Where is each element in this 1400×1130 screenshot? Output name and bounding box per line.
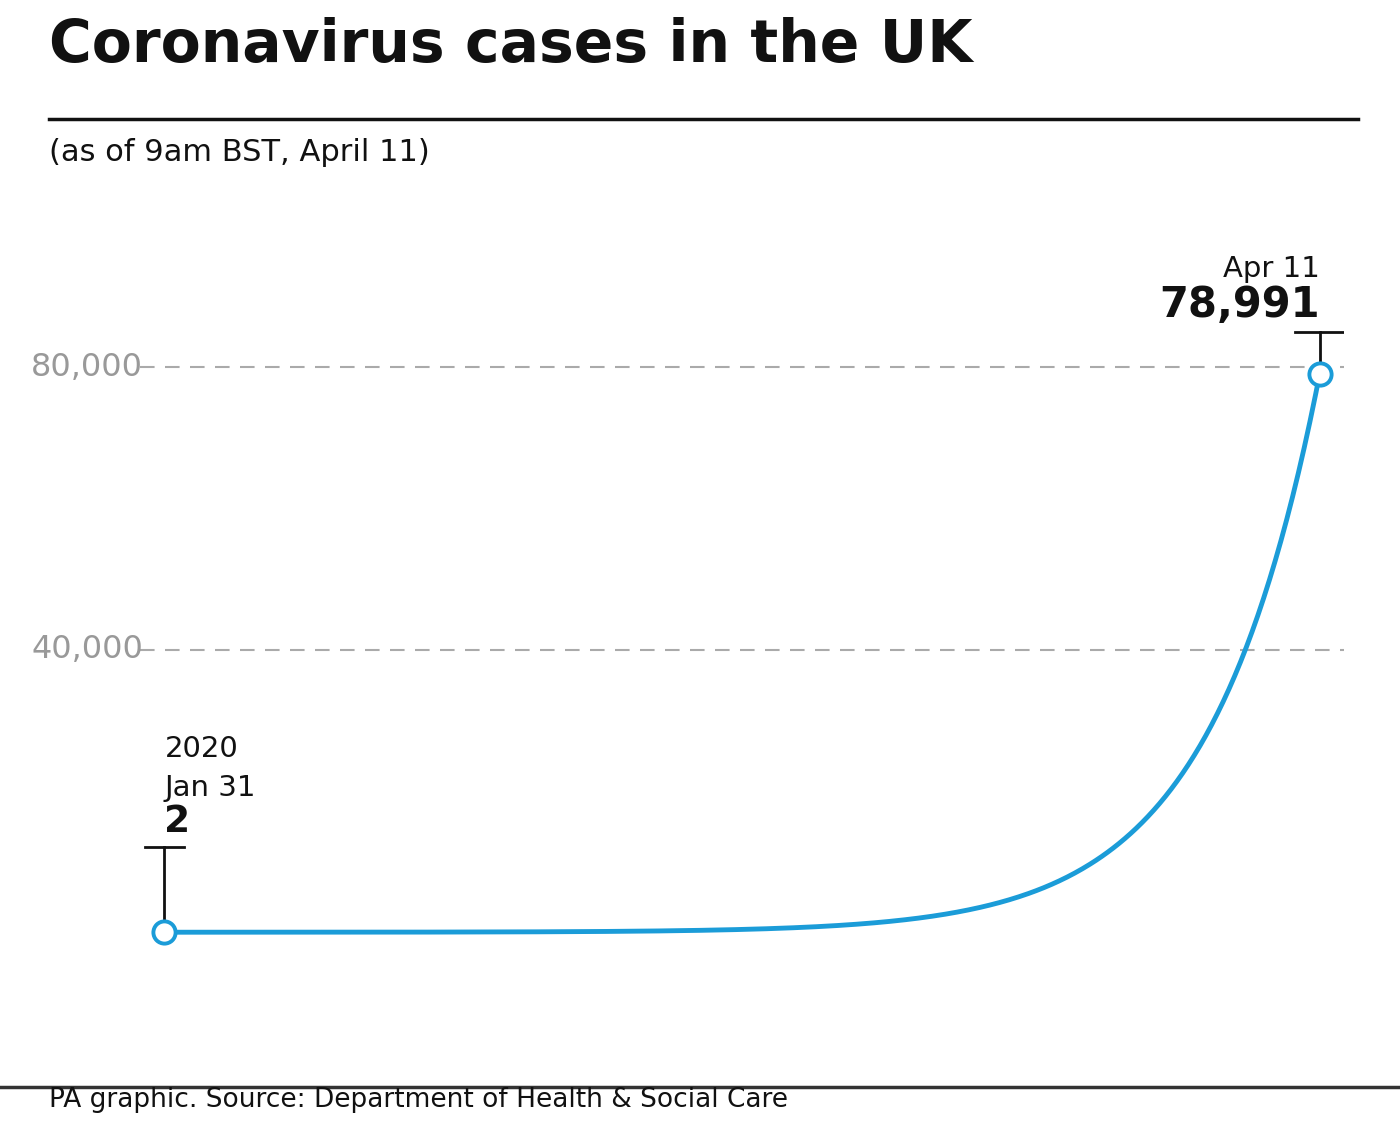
Text: 40,000: 40,000 [31, 634, 143, 666]
Text: Jan 31: Jan 31 [164, 774, 256, 801]
Text: Coronavirus cases in the UK: Coronavirus cases in the UK [49, 17, 973, 73]
Text: 78,991: 78,991 [1159, 285, 1320, 327]
Text: 80,000: 80,000 [31, 351, 143, 383]
Text: 2: 2 [164, 805, 190, 841]
Text: PA graphic. Source: Department of Health & Social Care: PA graphic. Source: Department of Health… [49, 1087, 788, 1113]
Text: 2020: 2020 [164, 734, 238, 763]
Text: (as of 9am BST, April 11): (as of 9am BST, April 11) [49, 138, 430, 167]
Text: Apr 11: Apr 11 [1222, 254, 1320, 282]
